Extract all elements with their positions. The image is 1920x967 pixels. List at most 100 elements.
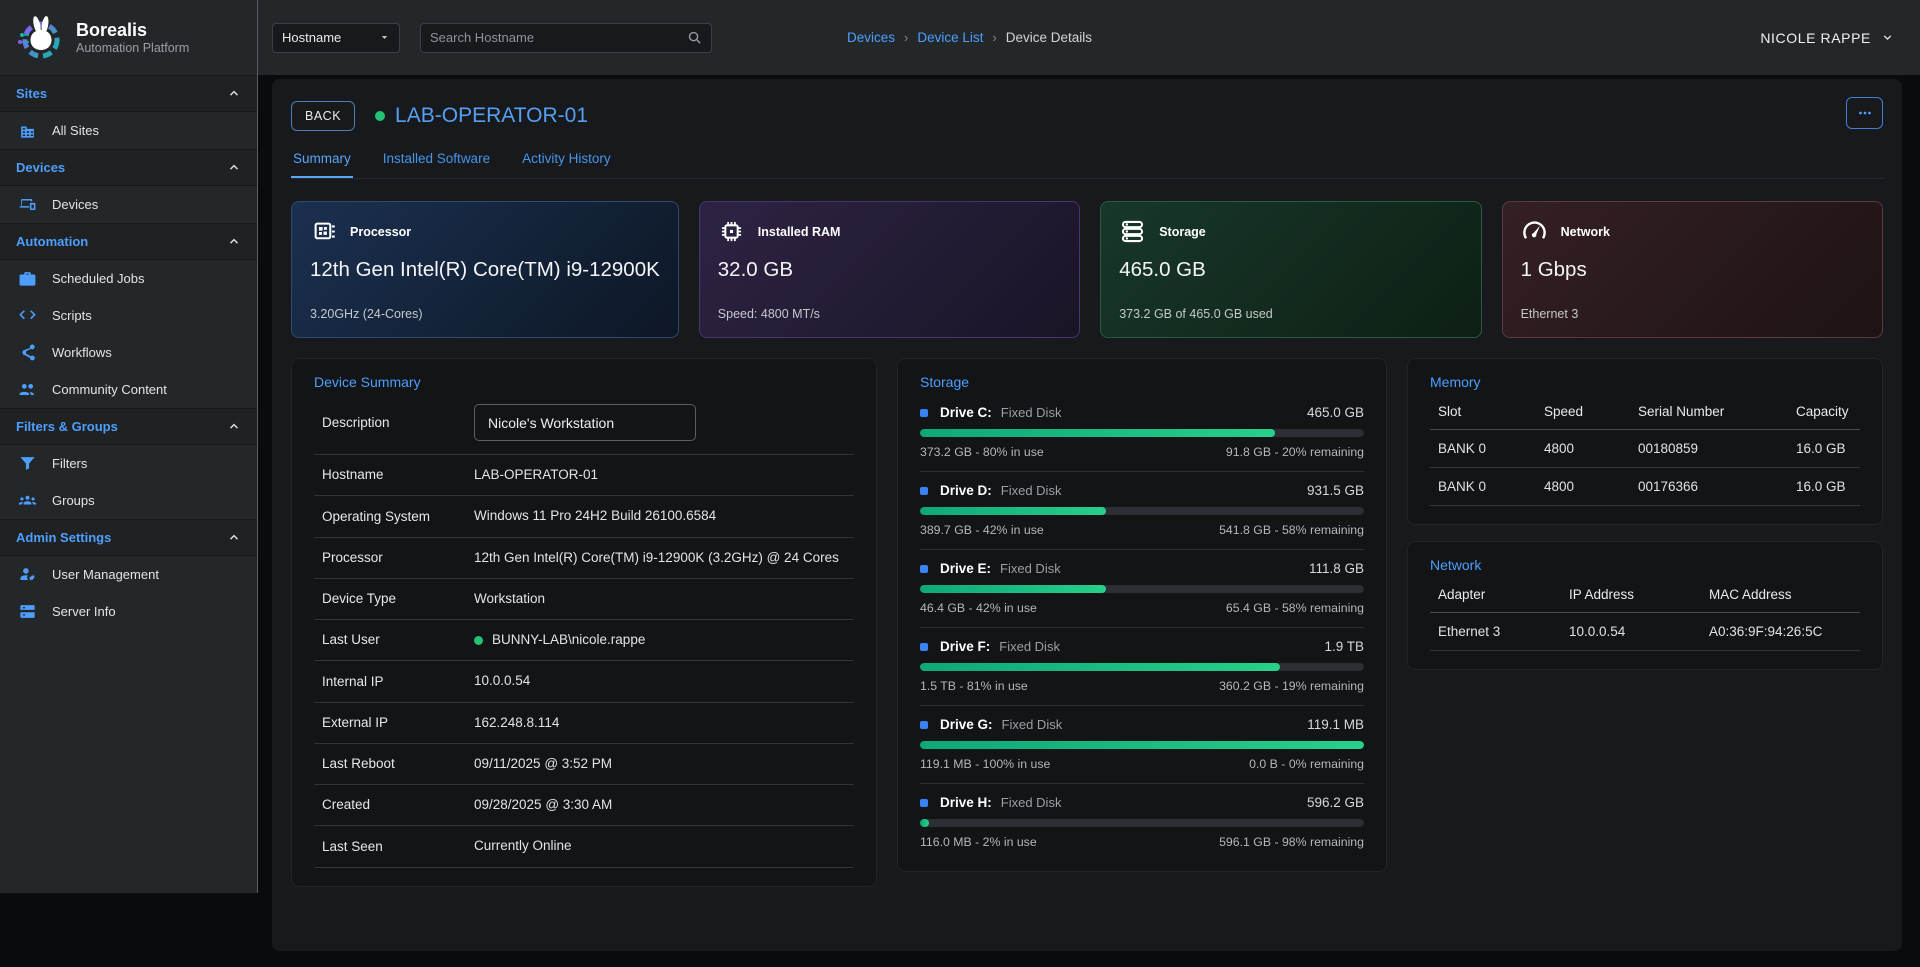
summary-row: Operating System Windows 11 Pro 24H2 Bui…	[314, 496, 854, 537]
chevron-up-icon	[227, 87, 241, 101]
sidebar-item[interactable]: All Sites	[0, 112, 257, 149]
device-summary-panel: Device Summary Description Hostname LAB-…	[291, 358, 877, 887]
drive-usage-fill	[920, 819, 929, 827]
drive-remaining-text: 360.2 GB - 19% remaining	[1219, 679, 1364, 693]
groups-icon	[18, 491, 37, 510]
stat-card-subtext: 3.20GHz (24-Cores)	[310, 307, 660, 321]
panel-title: Storage	[920, 374, 1364, 390]
sidebar-item[interactable]: Server Info	[0, 593, 257, 630]
table-cell: 16.0 GB	[1796, 468, 1860, 505]
content-wrapper: BACK LAB-OPERATOR-01 Summary Installed So…	[272, 79, 1902, 951]
drive-used-text: 373.2 GB - 80% in use	[920, 445, 1044, 459]
tab[interactable]: Installed Software	[381, 151, 492, 178]
drive-row: Drive C: Fixed Disk 465.0 GB 373.2 GB - …	[920, 394, 1364, 472]
user-menu[interactable]: NICOLE RAPPE	[1760, 30, 1894, 46]
tab[interactable]: Activity History	[520, 151, 613, 178]
sidebar-section-header[interactable]: Automation	[0, 223, 257, 260]
drive-bullet-icon	[920, 799, 928, 807]
summary-label: Last User	[322, 630, 474, 650]
summary-value: 09/28/2025 @ 3:30 AM	[474, 795, 854, 815]
description-input[interactable]	[474, 404, 696, 441]
cpu-icon	[310, 218, 337, 245]
search-input[interactable]	[430, 30, 687, 45]
drive-row: Drive F: Fixed Disk 1.9 TB 1.5 TB - 81% …	[920, 628, 1364, 706]
drive-size: 119.1 MB	[1307, 717, 1364, 732]
drive-remaining-text: 0.0 B - 0% remaining	[1249, 757, 1364, 771]
search-icon[interactable]	[687, 30, 702, 45]
network-panel: Network AdapterIP AddressMAC AddressEthe…	[1407, 541, 1883, 670]
drive-bullet-icon	[920, 487, 928, 495]
sidebar-section: Devices Devices	[0, 149, 257, 223]
sidebar-item[interactable]: Groups	[0, 482, 257, 519]
sidebar-item[interactable]: Scheduled Jobs	[0, 260, 257, 297]
stat-card-label: Installed RAM	[758, 225, 841, 239]
stat-card-subtext: 373.2 GB of 465.0 GB used	[1119, 307, 1462, 321]
drive-remaining-text: 91.8 GB - 20% remaining	[1226, 445, 1364, 459]
stat-cards: Processor 12th Gen Intel(R) Core(TM) i9-…	[291, 201, 1883, 338]
search-box[interactable]	[420, 23, 712, 53]
page-header: BACK LAB-OPERATOR-01	[291, 99, 1883, 133]
chevron-up-icon	[227, 161, 241, 175]
table-cell: BANK 0	[1438, 430, 1544, 467]
sidebar-section: Automation Scheduled Jobs Scripts Workfl…	[0, 223, 257, 408]
sidebar-item-label: Server Info	[52, 604, 116, 619]
sidebar-section-header[interactable]: Devices	[0, 149, 257, 186]
table-cell: A0:36:9F:94:26:5C	[1709, 613, 1860, 650]
breadcrumb-link[interactable]: Device List	[917, 30, 983, 45]
ram-icon	[718, 218, 745, 245]
table-cell: 16.0 GB	[1796, 430, 1860, 467]
sidebar-section-header[interactable]: Sites	[0, 75, 257, 112]
search-field-select[interactable]: Hostname	[272, 23, 400, 53]
community-icon	[18, 380, 37, 399]
table-cell: 10.0.0.54	[1569, 613, 1709, 650]
chevron-down-icon	[379, 32, 390, 43]
summary-value: 10.0.0.54	[474, 671, 854, 691]
table-header-cell: Slot	[1438, 394, 1544, 429]
breadcrumb-link[interactable]: Devices	[847, 30, 895, 45]
sidebar-item-label: Workflows	[52, 345, 112, 360]
stat-card-value: 12th Gen Intel(R) Core(TM) i9-12900K	[310, 258, 660, 282]
table-header-row: AdapterIP AddressMAC Address	[1430, 577, 1860, 613]
sidebar-item-label: All Sites	[52, 123, 99, 138]
breadcrumb-link[interactable]: Device Details	[1006, 30, 1092, 45]
brand-subtitle: Automation Platform	[76, 41, 189, 55]
sidebar-item[interactable]: Scripts	[0, 297, 257, 334]
table-header-cell: MAC Address	[1709, 577, 1860, 612]
drive-type: Fixed Disk	[1000, 561, 1061, 576]
sidebar-section-title: Filters & Groups	[16, 419, 118, 434]
summary-value: 09/11/2025 @ 3:52 PM	[474, 754, 854, 774]
tab[interactable]: Summary	[291, 151, 353, 178]
sidebar-section: Filters & Groups Filters Groups	[0, 408, 257, 519]
drive-size: 931.5 GB	[1307, 483, 1364, 498]
more-actions-button[interactable]	[1846, 97, 1883, 129]
table-header-cell: Capacity	[1796, 394, 1860, 429]
back-button[interactable]: BACK	[291, 101, 355, 131]
sidebar-item-label: Scheduled Jobs	[52, 271, 145, 286]
drive-bullet-icon	[920, 565, 928, 573]
summary-row: Last Seen Currently Online	[314, 826, 854, 867]
sidebar-item[interactable]: Community Content	[0, 371, 257, 408]
drive-size: 596.2 GB	[1307, 795, 1364, 810]
panel-title: Memory	[1430, 374, 1860, 390]
sidebar-item[interactable]: Devices	[0, 186, 257, 223]
user-gear-icon	[18, 565, 37, 584]
drive-type: Fixed Disk	[1001, 483, 1062, 498]
sidebar-item[interactable]: User Management	[0, 556, 257, 593]
table-header-cell: IP Address	[1569, 577, 1709, 612]
sidebar-item[interactable]: Workflows	[0, 334, 257, 371]
summary-value: 162.248.8.114	[474, 713, 854, 733]
online-status-dot	[474, 636, 483, 645]
stat-card-label: Network	[1561, 225, 1610, 239]
summary-label: Last Reboot	[322, 754, 474, 774]
filter-icon	[18, 454, 37, 473]
sidebar-section-header[interactable]: Filters & Groups	[0, 408, 257, 445]
sidebar-item[interactable]: Filters	[0, 445, 257, 482]
stat-card-label: Storage	[1159, 225, 1206, 239]
stat-card-label: Processor	[350, 225, 411, 239]
drive-bullet-icon	[920, 721, 928, 729]
summary-row: Created 09/28/2025 @ 3:30 AM	[314, 785, 854, 826]
summary-value: Currently Online	[474, 836, 854, 856]
stat-card-subtext: Speed: 4800 MT/s	[718, 307, 1061, 321]
sidebar-section-header[interactable]: Admin Settings	[0, 519, 257, 556]
drive-row: Drive G: Fixed Disk 119.1 MB 119.1 MB - …	[920, 706, 1364, 784]
